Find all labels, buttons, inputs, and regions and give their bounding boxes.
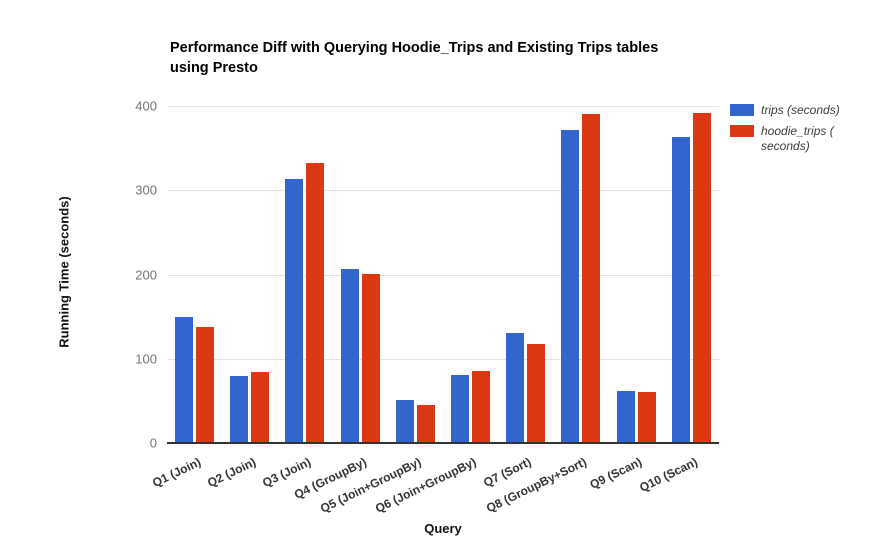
- bar-group-q1: [167, 106, 222, 443]
- bar-group-q2: [222, 106, 277, 443]
- bar-hoodie_trips-q4: [361, 273, 380, 443]
- legend-swatch-hoodie_trips: [730, 125, 754, 137]
- chart-title-line1: Performance Diff with Querying Hoodie_Tr…: [170, 40, 659, 56]
- bar-group-q4: [333, 106, 388, 443]
- x-axis-title: Query: [424, 521, 462, 536]
- bar-trips-q5: [395, 400, 414, 443]
- bar-hoodie_trips-q2: [251, 372, 270, 443]
- bar-group-q3: [277, 106, 332, 443]
- x-tick-label-q9: Q9 (Scan): [587, 454, 645, 492]
- y-tick-label-100: 100: [135, 351, 157, 367]
- bar-group-q10: [664, 106, 719, 443]
- bar-group-q9: [609, 106, 664, 443]
- y-tick-label-0: 0: [149, 435, 157, 451]
- bar-hoodie_trips-q8: [582, 114, 601, 443]
- bar-hoodie_trips-q10: [692, 112, 711, 443]
- bar-hoodie_trips-q7: [527, 344, 546, 443]
- bar-trips-q8: [561, 130, 580, 443]
- gridline-100: [167, 358, 719, 360]
- legend: trips (seconds) hoodie_trips (seconds): [730, 103, 882, 160]
- y-tick-label-300: 300: [135, 182, 157, 198]
- bar-trips-q3: [285, 179, 304, 443]
- bar-hoodie_trips-q6: [472, 371, 491, 443]
- bar-trips-q2: [230, 375, 249, 443]
- bar-trips-q9: [616, 390, 635, 443]
- x-tick-label-q10: Q10 (Scan): [636, 454, 700, 495]
- gridline-300: [167, 190, 719, 192]
- bar-hoodie_trips-q1: [196, 326, 215, 443]
- bar-trips-q6: [451, 374, 470, 443]
- gridline-400: [167, 106, 719, 107]
- bar-group-q6: [443, 106, 498, 443]
- x-axis-tick-labels: Q1 (Join) Q2 (Join) Q3 (Join) Q4 (GroupBy) Q…: [150, 450, 719, 520]
- bar-group-q7: [498, 106, 553, 443]
- chart-title-line2: using Presto: [170, 60, 258, 76]
- plot-area: [167, 106, 719, 444]
- legend-item-trips: trips (seconds): [730, 103, 882, 118]
- legend-swatch-trips: [730, 104, 754, 116]
- bar-group-q5: [388, 106, 443, 443]
- gridline-200: [167, 274, 719, 276]
- x-tick-label-q8: Q8 (GroupBy+Sort): [484, 454, 590, 516]
- bar-hoodie_trips-q9: [637, 392, 656, 443]
- legend-label-hoodie_trips: hoodie_trips (seconds): [761, 124, 834, 153]
- y-tick-label-400: 400: [135, 98, 157, 114]
- bar-hoodie_trips-q3: [306, 163, 325, 443]
- x-tick-label-q6: Q6 (Join+GroupBy): [373, 454, 479, 516]
- chart-title: Performance Diff with Querying Hoodie_Tr…: [170, 38, 770, 78]
- bar-trips-q4: [340, 268, 359, 443]
- legend-label-trips: trips (seconds): [761, 103, 840, 117]
- bar-hoodie_trips-q5: [416, 405, 435, 443]
- bar-trips-q10: [671, 137, 690, 443]
- y-axis-title: Running Time (seconds): [56, 196, 72, 348]
- y-tick-label-200: 200: [135, 267, 157, 282]
- bar-trips-q7: [506, 332, 525, 443]
- x-axis-line: [167, 442, 719, 444]
- y-axis-tick-labels: 0 100 200 300 400: [100, 99, 157, 451]
- legend-item-hoodie_trips: hoodie_trips (seconds): [730, 124, 882, 154]
- bar-trips-q1: [175, 316, 194, 443]
- x-tick-label-q2: Q2 (Join): [204, 454, 258, 491]
- bar-group-q8: [553, 106, 608, 443]
- x-tick-label-q1: Q1 (Join): [149, 454, 203, 491]
